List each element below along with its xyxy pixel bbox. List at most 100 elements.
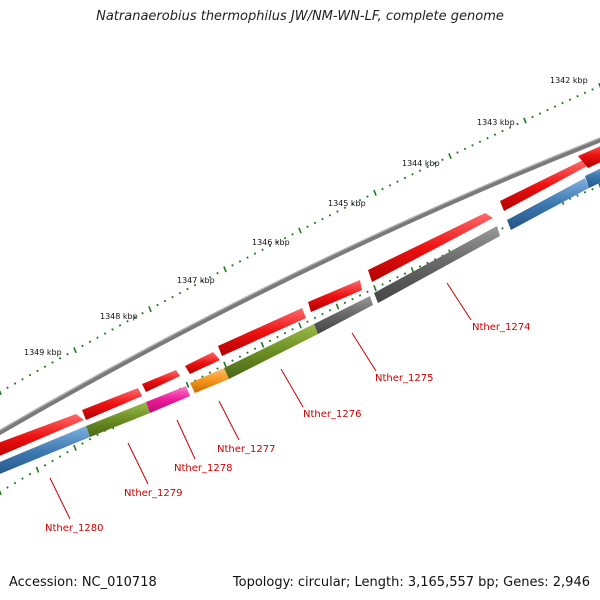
gene-label-nther-1278[interactable]: Nther_1278 [174,463,232,474]
scale-tick [598,182,600,189]
scale-tick [433,162,437,165]
scale-tick [28,472,32,476]
scale-tick [223,361,227,368]
genome-backbone-highlight [0,137,600,431]
gene-bar-nther-1276[interactable] [224,324,318,379]
gene-label-nther-1277[interactable]: Nther_1277 [217,444,275,455]
gene-bar-blue-edge[interactable] [585,164,600,188]
scale-tick [328,309,332,312]
scale-label: 1345 kbp [328,199,366,208]
scale-tick [96,433,99,437]
scale-tick [546,108,549,112]
scale-label: 1344 kbp [402,159,440,168]
scale-tick [268,339,272,343]
gene-bar-nther-1278[interactable] [146,386,190,413]
scale-tick [96,336,99,339]
scale-tick [478,140,482,143]
scale-tick [73,346,77,354]
scale-tick [0,489,2,496]
genome-backbone [0,137,600,436]
cds-feature[interactable] [368,213,493,282]
scale-tick [388,184,392,187]
scale-tick [328,214,332,217]
gene-label-nther-1279[interactable]: Nther_1279 [124,488,182,499]
scale-tick [171,295,174,299]
scale-tick [118,324,122,327]
scale-tick [403,176,407,180]
scale-tick [88,340,92,343]
gene-bar-blue-right[interactable] [507,178,589,230]
scale-tick [583,91,587,95]
cds-feature[interactable] [500,160,587,211]
scale-tick [343,206,347,209]
accession-text: Accession: NC_010718 [9,575,157,590]
scale-tick [388,279,392,283]
scale-tick [43,464,47,467]
gene-labels: Nther_1274 Nther_1275 Nther_1276 Nther_1… [45,322,530,534]
gene-bar-nther-1275[interactable] [314,296,373,334]
scale-tick [51,459,54,463]
scale-tick [21,477,24,480]
scale-label: 1349 kbp [24,348,62,357]
scale-tick [66,352,69,356]
scale-tick [193,283,197,287]
scale-tick [126,320,129,323]
gene-label-nther-1276[interactable]: Nther_1276 [303,409,361,420]
scale-tick [448,153,452,160]
scale-tick [351,202,354,206]
scale-tick [238,260,242,263]
scale-tick [201,375,204,378]
scale-tick [358,199,362,202]
scale-tick [231,359,234,362]
scale-tick [216,272,219,275]
scale-tick [373,285,377,292]
scale-tick [298,322,302,329]
scale-tick [216,367,219,370]
scale-tick [553,105,557,108]
scale-tick [81,442,84,445]
cds-feature[interactable] [308,280,362,312]
scale-tick [463,147,467,151]
scale-tick [441,158,444,161]
scale-tick [58,357,62,360]
scale-tick [366,290,369,293]
gene-bar-nther-1279[interactable] [86,402,150,437]
scale-tick [426,165,429,169]
gene-label-nther-1275[interactable]: Nther_1275 [375,373,433,384]
scale-tick [163,299,167,303]
scale-tick [148,306,152,313]
scale-tick [66,450,69,454]
scale-tick [493,133,497,136]
scale-tick [276,240,279,244]
scale-tick [268,244,272,248]
scale-tick [381,283,384,286]
scale-tick [516,122,519,126]
cds-feature[interactable] [142,370,180,392]
scale-tick [313,221,317,225]
gene-bar-nther-1274[interactable] [374,226,500,303]
scale-labels: 1342 kbp 1343 kbp 1344 kbp 1345 kbp 1346… [24,76,588,357]
cds-feature[interactable] [185,352,220,374]
cds-feature[interactable] [578,142,600,168]
scale-tick [291,233,294,236]
scale-tick [335,303,340,310]
scale-tick [141,311,144,315]
genome-summary-text: Topology: circular; Length: 3,165,557 bp… [232,575,590,590]
scale-tick [21,378,24,381]
scale-tick [58,455,62,458]
scale-tick [471,144,474,147]
cds-feature[interactable] [218,308,306,356]
scale-tick [13,382,17,385]
gene-bar-nther-1280[interactable] [0,426,90,478]
scale-tick [246,256,249,259]
scale-tick [576,194,579,197]
gene-label-nther-1274[interactable]: Nther_1274 [472,322,530,333]
cds-feature[interactable] [82,388,142,420]
cds-feature[interactable] [0,414,84,460]
gene-label-nther-1280[interactable]: Nther_1280 [45,523,103,534]
leader-line [218,400,240,441]
leader-line [446,282,472,321]
gene-bar-nther-1277[interactable] [190,368,229,393]
scale-tick [208,371,212,374]
scale-tick [260,341,265,348]
